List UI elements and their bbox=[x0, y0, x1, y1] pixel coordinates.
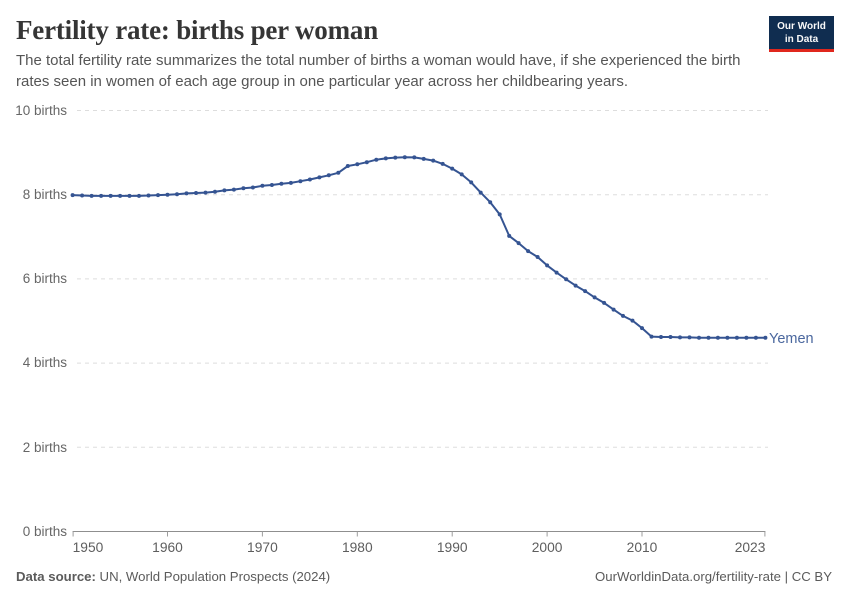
svg-text:Yemen: Yemen bbox=[769, 331, 814, 347]
svg-text:4 births: 4 births bbox=[23, 355, 68, 370]
svg-text:1980: 1980 bbox=[342, 540, 373, 555]
svg-text:2010: 2010 bbox=[627, 540, 658, 555]
svg-text:8 births: 8 births bbox=[23, 187, 68, 202]
svg-text:1950: 1950 bbox=[73, 540, 104, 555]
svg-text:10 births: 10 births bbox=[15, 103, 67, 118]
svg-text:1970: 1970 bbox=[247, 540, 278, 555]
svg-text:2023: 2023 bbox=[735, 540, 766, 555]
svg-text:6 births: 6 births bbox=[23, 271, 68, 286]
svg-text:1960: 1960 bbox=[152, 540, 183, 555]
svg-text:0 births: 0 births bbox=[23, 524, 68, 539]
svg-text:2 births: 2 births bbox=[23, 440, 68, 455]
svg-text:1990: 1990 bbox=[437, 540, 468, 555]
svg-text:2000: 2000 bbox=[532, 540, 563, 555]
